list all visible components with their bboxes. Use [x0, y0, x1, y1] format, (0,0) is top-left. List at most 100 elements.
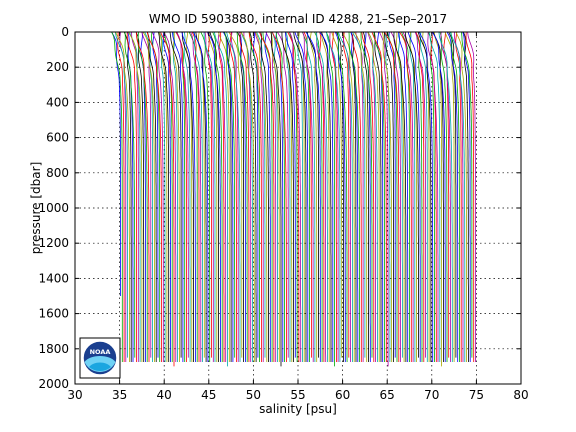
profile-line	[427, 32, 439, 362]
profile-line	[395, 32, 405, 362]
profile-line	[439, 31, 448, 362]
profile-line	[228, 31, 243, 358]
profile-line	[287, 31, 300, 362]
profile-line	[297, 31, 303, 362]
profile-line	[276, 31, 289, 358]
profile-line	[270, 31, 282, 367]
profile-line	[316, 31, 328, 362]
profile-line	[407, 31, 421, 362]
profile-line	[289, 31, 302, 362]
profile-line	[275, 31, 284, 362]
profile-line	[314, 31, 323, 362]
profile-line	[169, 31, 182, 358]
profile-line	[127, 31, 143, 362]
profile-line	[249, 31, 261, 362]
profile-line	[239, 31, 250, 362]
x-tick-label: 40	[157, 388, 172, 402]
x-tick-label: 80	[513, 388, 528, 402]
profile-line	[172, 31, 179, 362]
profile-line	[190, 31, 202, 362]
profile-line	[373, 31, 382, 362]
profile-line	[141, 31, 152, 358]
profile-line	[144, 31, 154, 362]
profile-line	[337, 31, 348, 363]
y-tick-labels: 0 200 400 600 800 1000 1200 1400 1600 1800 2000	[38, 25, 69, 391]
profile-line	[243, 32, 252, 362]
profile-line	[159, 31, 166, 362]
x-tick-label: 35	[112, 388, 127, 402]
profile-line	[248, 31, 262, 362]
profile-line	[218, 31, 225, 362]
profile-line	[384, 31, 400, 362]
profile-line	[172, 31, 180, 362]
profile-line	[455, 31, 468, 362]
profile-line	[455, 31, 462, 362]
noaa-logo-text: NOAA	[90, 348, 111, 356]
profile-line	[355, 31, 364, 362]
profile-line	[432, 31, 444, 362]
profile-line	[285, 31, 291, 362]
profile-line	[360, 32, 373, 358]
profile-line	[465, 31, 475, 362]
profile-line	[146, 31, 162, 362]
profile-line	[367, 31, 378, 362]
profile-line	[361, 31, 375, 362]
profile-line	[126, 31, 137, 362]
profile-line	[181, 31, 195, 362]
profile-line	[402, 31, 414, 362]
profile-line	[224, 31, 236, 358]
y-tick-label: 2000	[38, 377, 69, 391]
y-tick-label: 1000	[38, 201, 69, 215]
profile-lines	[111, 31, 476, 367]
profile-line	[305, 31, 321, 362]
x-tick-label: 70	[424, 388, 439, 402]
profile-line	[415, 31, 425, 362]
profile-line	[306, 31, 319, 358]
profile-line	[448, 31, 457, 358]
profile-line	[433, 31, 443, 367]
profile-line	[270, 31, 280, 362]
profile-line	[367, 31, 377, 362]
profile-line	[162, 31, 171, 362]
profile-line	[172, 31, 184, 362]
profile-line	[236, 31, 248, 362]
profile-line	[409, 31, 416, 362]
profile-line	[271, 31, 278, 362]
profile-line	[401, 31, 410, 362]
x-tick-label: 45	[201, 388, 216, 402]
profile-line	[163, 31, 177, 362]
profile-line	[301, 31, 311, 362]
profile-line	[265, 31, 277, 362]
profile-line	[239, 31, 246, 362]
profile-line	[329, 31, 339, 362]
chart-title: WMO ID 5903880, internal ID 4288, 21–Sep…	[149, 12, 447, 26]
profile-line	[371, 31, 387, 362]
profile-line	[383, 31, 394, 362]
profile-line	[264, 31, 271, 362]
y-axis-label: pressure [dbar]	[29, 162, 43, 255]
x-tick-label: 30	[67, 388, 82, 402]
profile-line	[188, 31, 198, 362]
profile-line	[160, 31, 175, 367]
profile-line	[259, 31, 275, 362]
profile-line	[341, 31, 355, 362]
profile-line	[316, 31, 327, 362]
profile-line	[214, 31, 228, 367]
profile-line	[151, 31, 161, 362]
profile-line	[414, 31, 423, 362]
profile-line	[343, 31, 350, 358]
profile-line	[373, 31, 385, 362]
profile-line	[142, 31, 155, 362]
profile-line	[195, 31, 207, 362]
x-tick-label: 75	[469, 388, 484, 402]
profile-line	[207, 31, 221, 362]
profile-line	[431, 31, 446, 362]
profile-line	[319, 31, 325, 362]
profile-line	[192, 31, 209, 362]
profile-line	[367, 31, 380, 362]
profile-line	[158, 31, 170, 362]
profile-line	[294, 31, 309, 362]
profile-line	[379, 31, 389, 367]
profile-line	[131, 31, 139, 362]
